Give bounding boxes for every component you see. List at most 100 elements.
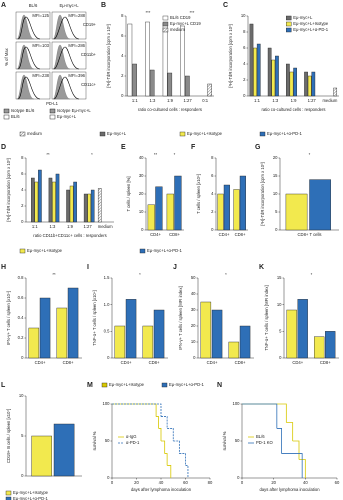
y-tick-label: 4 [21,187,24,192]
y-tick-label: 20 [273,155,278,160]
category-label: CD8+ [235,232,246,237]
mfi-label: MFI=288 [68,13,85,18]
bar [286,63,290,97]
survival-step [276,428,282,454]
isotype-curve [52,74,71,100]
y-tick-label: 6 [211,173,214,178]
panel-letter: I [87,264,89,271]
bar [309,179,331,231]
legend-label: PD-1 KO [256,440,273,445]
survival-step [242,403,278,429]
y-tick-label: 5 [275,209,278,214]
legend-swatch [286,27,292,33]
legend-swatch [162,27,169,33]
y-tick-label: 5 [279,328,282,333]
category-label: 1:1 [132,98,138,103]
y-tick-label: 8 [211,155,214,160]
legend-swatch [5,496,12,500]
y-tick-label: 2 [21,203,24,208]
legend-label: Eμ-myc+L [293,15,313,20]
legend-label: Eμ-myc+L [107,131,127,136]
y-tick-label: 0 [141,227,144,232]
legend-label: Eμ-myc+L+α-PD-1 [169,382,205,387]
bar [233,189,240,231]
y-tick-label: 2 [243,77,246,82]
legend-swatch [3,108,10,114]
legend-label: BL/6 CD19 [170,15,191,20]
y-tick-label: 10 [241,13,246,18]
bar [325,331,336,359]
category-label: CD4+ [35,360,46,365]
y-tick-label: 1.0 [104,302,110,307]
y-axis-label: [³H]-TdR incorporation [cpm x 10³] [106,24,111,87]
y-tick-label: 10 [277,302,282,307]
category-label: CD4+ [219,232,230,237]
bar [83,193,88,223]
stain-curve [17,16,41,40]
bar [52,181,56,223]
y-tick-label: 0 [121,93,124,98]
y-tick-label: 6 [121,33,124,38]
y-tick-label: 1.5 [104,275,110,280]
y-tick-label: 0 [21,219,24,224]
category-label: 1:27 [184,98,193,103]
survival-step [112,403,162,417]
category-label: 1:1 [32,224,38,229]
bar [153,309,165,359]
y-axis-label: % of Max [4,47,9,65]
row-label: CD19+ [83,22,97,27]
bar [53,423,75,477]
significance: ** [46,152,50,157]
stain-curve [17,46,41,70]
survival-step [292,440,300,460]
bar [127,23,133,97]
survival-step [112,403,157,417]
legend-label: Isotype BL/6 [11,108,35,113]
bar [34,181,39,223]
survival-step [173,440,180,454]
panel-letter: A [1,2,6,9]
y-tick-label: 0 [107,475,110,480]
legend-swatch [139,248,146,254]
y-tick-label: 0.6 [18,295,24,300]
bar [207,83,212,97]
legend-label: Eμ-myc+L CD19 [170,21,201,26]
bar [304,71,308,97]
legend-swatch [179,131,186,137]
survival-step [299,459,306,478]
legend-label: BL/6 [11,114,20,119]
category-label: CD4+ [150,232,161,237]
row-label: CD11b+ [81,52,97,57]
legend-swatch [49,108,56,114]
bar [286,309,297,359]
category-label: 0:1 [202,98,208,103]
panel-letter: B [101,2,106,9]
y-tick-label: 2 [211,209,214,214]
column-title: BL/6 [29,3,38,8]
bar [97,188,102,223]
bar [211,309,223,359]
y-tick-label: 8 [21,155,24,160]
legend-swatch [5,490,12,496]
bar [333,87,338,97]
panel-letter: H [1,264,6,271]
y-tick-label: 30 [139,173,144,178]
bar [28,327,40,359]
y-axis-label: CD19+ B cells / spleen [x10⁷] [6,409,11,463]
category-label: CD4+ [292,360,303,365]
bar [185,75,190,97]
y-tick-label: 50 [235,438,240,443]
stain-curve [17,76,41,100]
y-axis-label: [³H]-TdR incorporation [cpm x 10³] [6,158,11,221]
survival-step [179,453,186,466]
y-tick-label: 0 [107,355,110,360]
legend-swatch [99,131,106,137]
legend-swatch [162,21,169,27]
y-tick-label: 20 [139,191,144,196]
significance: ** [52,272,56,277]
bar [239,325,251,359]
significance: * [139,272,141,277]
bar [31,177,35,223]
category-label: 1:3 [272,98,278,103]
bar [67,287,79,359]
